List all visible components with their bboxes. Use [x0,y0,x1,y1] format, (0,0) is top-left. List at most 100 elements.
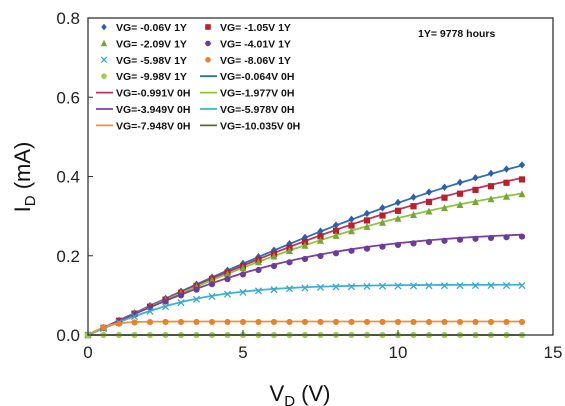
data-point-series-0 [363,209,371,218]
data-point-series-1 [348,222,355,229]
legend-marker [205,57,211,63]
data-point-series-1 [456,190,464,197]
data-point-series-2 [363,222,371,230]
data-point-series-1 [503,179,510,186]
legend-marker [100,56,108,64]
data-point-series-4 [301,284,309,292]
data-point-series-0 [487,169,495,178]
data-point-series-0 [456,178,464,187]
data-point-series-3 [255,266,262,274]
data-point-series-2 [239,264,247,272]
data-point-series-3 [286,259,293,266]
data-point-series-0 [518,161,526,169]
legend-entry: VG=-3.949V 0H [96,104,190,116]
legend-label: VG= -8.06V 1Y [220,55,291,67]
data-point-series-4 [254,287,263,295]
data-point-series-0 [379,204,386,212]
data-point-series-3 [208,281,216,288]
data-point-series-3 [363,245,371,252]
data-point-series-5 [224,318,231,326]
data-point-series-2 [503,192,510,200]
legend-label: VG=-3.949V 0H [116,104,190,116]
data-point-series-4 [518,281,526,290]
y-tick-label: 0.2 [56,247,80,266]
data-point-series-3 [456,236,464,243]
data-point-series-1 [441,194,448,201]
legend-marker [205,24,211,30]
x-axis-title-unit: (V) [295,381,330,406]
data-point-series-3 [239,271,247,278]
data-point-series-3 [162,298,169,305]
data-point-series-2 [317,236,324,244]
legend-entry: VG= -9.98V 1Y [101,71,187,83]
data-point-series-2 [224,270,231,278]
data-point-series-5 [487,318,495,326]
legend-label: VG= -1.05V 1Y [220,22,291,34]
data-point-series-4 [161,303,170,311]
data-point-series-5 [425,318,433,326]
data-point-series-1 [487,183,495,190]
legend-entry: VG=-0.991V 0H [96,88,190,100]
data-point-series-2 [332,231,340,239]
data-point-series-5 [410,318,417,326]
data-point-series-4 [456,282,464,290]
data-point-series-2 [425,207,433,215]
data-point-series-5 [162,318,169,326]
data-point-series-3 [425,238,433,246]
legend-entry: VG=-1.977V 0H [200,88,294,100]
legend-label: VG=-5.978V 0H [220,104,294,116]
data-point-series-5 [317,318,324,326]
legend-label: VG= -0.06V 1Y [116,22,187,34]
x-tick-label: 15 [544,343,563,362]
data-point-series-4 [471,282,480,290]
data-point-series-5 [379,318,386,326]
data-point-series-4 [440,282,449,290]
data-point-series-5 [146,318,154,326]
data-point-series-5 [286,318,293,326]
legend-label: VG=-0.991V 0H [116,88,190,100]
data-point-series-4 [146,307,154,315]
data-point-series-1 [425,198,433,205]
legend-entry: VG=-5.978V 0H [200,104,294,116]
data-point-series-2 [472,198,479,206]
legend-entry: VG= -0.06V 1Y [101,22,187,34]
data-point-series-0 [472,174,479,182]
data-point-series-0 [410,193,417,201]
legend-entry: VG= -1.05V 1Y [205,22,291,34]
data-point-series-3 [317,252,324,260]
legend-label: VG=-0.064V 0H [220,71,294,83]
data-point-series-3 [270,262,278,270]
data-point-series-0 [441,183,448,191]
y-tick-label: 0.6 [56,88,80,107]
data-point-series-2 [270,252,278,260]
data-point-series-5 [208,318,216,326]
legend-entry: VG= -2.09V 1Y [100,38,187,50]
data-point-series-1 [317,233,324,240]
legend-label: VG=-10.035V 0H [220,120,300,132]
x-tick-label: 5 [238,343,247,362]
data-point-series-3 [193,286,200,293]
legend-entry: VG=-7.948V 0H [96,120,190,132]
legend-label: VG= -5.98V 1Y [116,55,187,67]
data-point-series-3 [441,237,448,244]
data-point-series-2 [379,218,386,226]
y-axis-title-main: I [10,206,35,212]
data-point-series-3 [394,241,402,249]
data-point-series-5 [301,318,309,326]
legend: VG= -0.06V 1Y VG= -1.05V 1Y VG= -2.09V 1Y V… [96,22,300,132]
data-point-series-3 [472,235,479,242]
data-point-series-5 [177,318,185,326]
data-point-series-1 [472,186,479,193]
data-point-series-5 [394,318,402,326]
data-point-series-5 [270,318,278,326]
data-point-series-5 [115,320,123,327]
data-point-series-5 [503,318,510,326]
data-point-series-0 [394,198,402,207]
data-point-series-2 [441,204,448,212]
data-point-series-1 [518,176,526,183]
data-point-series-4 [316,283,325,291]
data-point-series-4 [270,286,278,294]
legend-marker [205,40,211,47]
data-point-series-2 [518,190,526,198]
data-point-series-5 [255,318,262,326]
